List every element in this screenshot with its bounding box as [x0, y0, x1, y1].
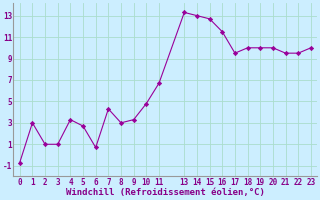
- X-axis label: Windchill (Refroidissement éolien,°C): Windchill (Refroidissement éolien,°C): [66, 188, 265, 197]
